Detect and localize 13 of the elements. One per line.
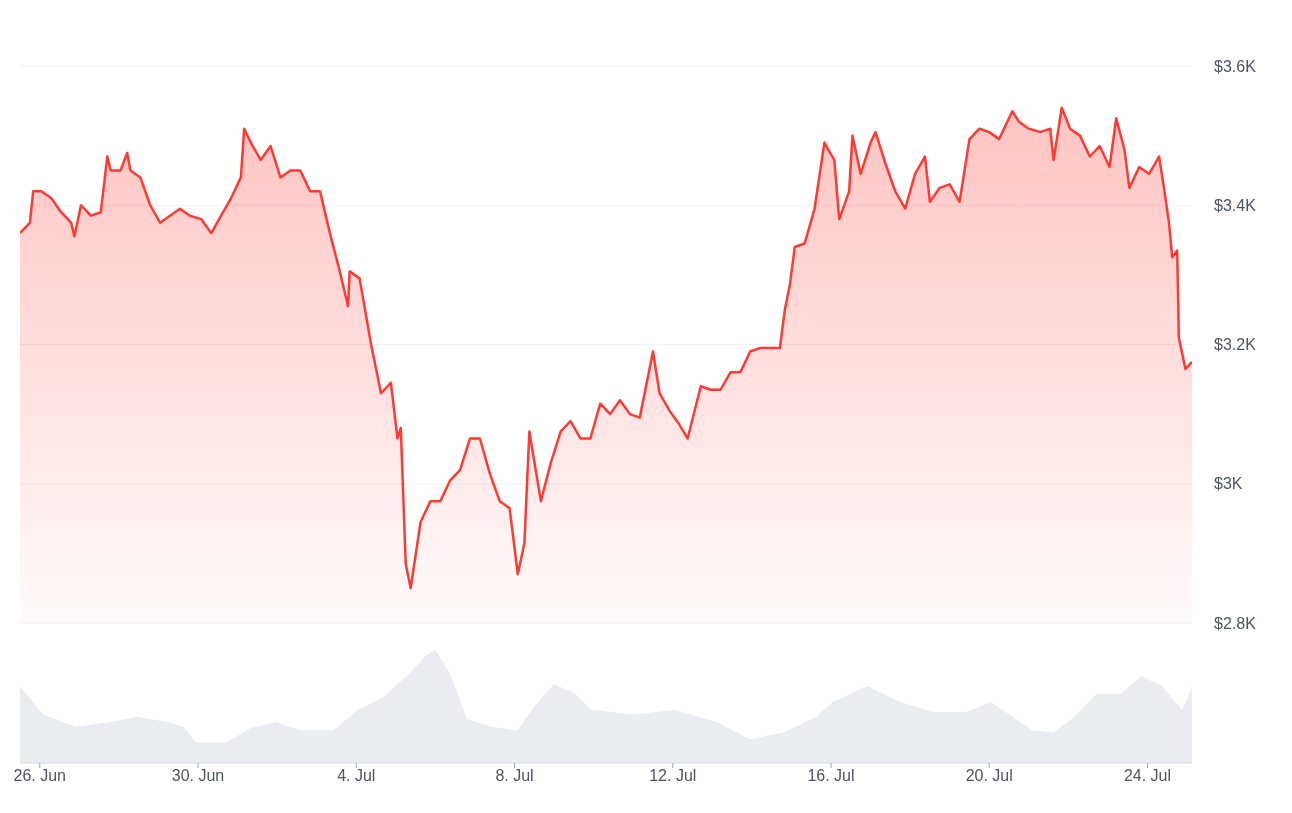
x-tick-label: 8. Jul: [495, 767, 534, 785]
y-tick-label: $3.4K: [1214, 196, 1257, 214]
x-tick-label: 24. Jul: [1123, 767, 1172, 785]
y-tick-label: $2.8K: [1214, 614, 1257, 632]
x-tick-label: 12. Jul: [649, 767, 697, 785]
y-tick-label: $3.2K: [1214, 336, 1257, 354]
x-tick-label: 16. Jul: [807, 767, 855, 785]
x-tick-label: 20. Jul: [965, 767, 1013, 785]
y-tick-label: $3.6K: [1214, 57, 1257, 75]
x-tick-label: 26. Jun: [13, 767, 67, 785]
x-tick-label: 4. Jul: [337, 767, 376, 785]
x-tick-label: 30. Jun: [171, 767, 225, 785]
y-tick-label: $3K: [1214, 475, 1243, 493]
